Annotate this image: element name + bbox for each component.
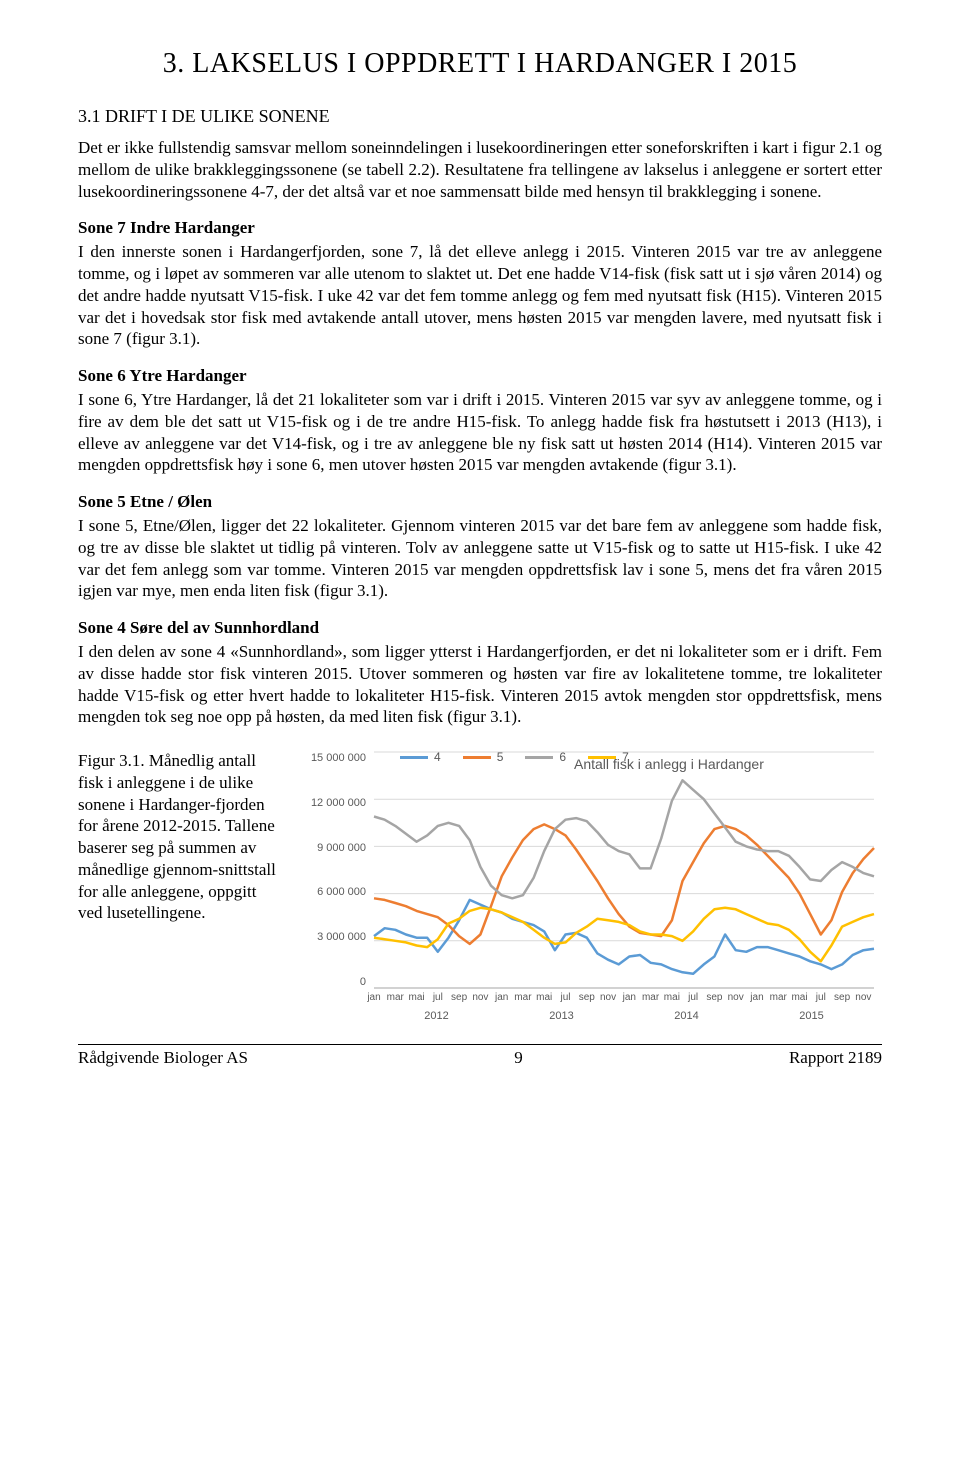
x-month-label: mar	[642, 992, 659, 1003]
sone7-paragraph: I den innerste sonen i Hardangerfjorden,…	[78, 241, 882, 350]
x-month-label: nov	[472, 992, 488, 1003]
sone4-heading: Sone 4 Søre del av Sunnhordland	[78, 618, 882, 638]
x-month-label: jan	[367, 992, 380, 1003]
footer-right: Rapport 2189	[789, 1048, 882, 1068]
chart-series-s4	[374, 900, 874, 974]
x-month-label: mar	[387, 992, 404, 1003]
sone5-heading: Sone 5 Etne / Ølen	[78, 492, 882, 512]
x-month-label: mai	[791, 992, 807, 1003]
x-month-label: jul	[816, 992, 826, 1003]
x-month-label: mar	[514, 992, 531, 1003]
x-month-label: mai	[536, 992, 552, 1003]
chart-series-s5	[374, 824, 874, 944]
x-month-label: mar	[770, 992, 787, 1003]
page-title: 3. LAKSELUS I OPPDRETT I HARDANGER I 201…	[78, 48, 882, 80]
x-month-label: nov	[728, 992, 744, 1003]
x-year-label: 2015	[799, 1010, 823, 1022]
figure-caption: Figur 3.1. Månedlig antall fisk i anlegg…	[78, 744, 276, 924]
sone6-heading: Sone 6 Ytre Hardanger	[78, 366, 882, 386]
sone6-paragraph: I sone 6, Ytre Hardanger, lå det 21 loka…	[78, 389, 882, 476]
x-month-label: nov	[600, 992, 616, 1003]
x-month-label: mai	[664, 992, 680, 1003]
footer-page-number: 9	[514, 1048, 523, 1068]
x-month-label: jan	[750, 992, 763, 1003]
footer-left: Rådgivende Biologer AS	[78, 1048, 248, 1068]
chart-container: 4567 Antall fisk i anlegg i Hardanger 15…	[294, 744, 882, 1032]
x-month-label: mai	[408, 992, 424, 1003]
intro-paragraph: Det er ikke fullstendig samsvar mellom s…	[78, 137, 882, 202]
x-month-label: sep	[834, 992, 850, 1003]
page-footer: Rådgivende Biologer AS 9 Rapport 2189	[78, 1044, 882, 1068]
sone5-paragraph: I sone 5, Etne/Ølen, ligger det 22 lokal…	[78, 515, 882, 602]
x-month-label: jul	[560, 992, 570, 1003]
x-month-label: jan	[623, 992, 636, 1003]
figure-3-1-row: Figur 3.1. Månedlig antall fisk i anlegg…	[78, 744, 882, 1032]
x-year-label: 2012	[424, 1010, 448, 1022]
sone4-paragraph: I den delen av sone 4 «Sunnhordland», so…	[78, 641, 882, 728]
sone7-heading: Sone 7 Indre Hardanger	[78, 218, 882, 238]
chart-plot-area	[294, 744, 880, 1032]
x-month-label: jan	[495, 992, 508, 1003]
x-year-label: 2013	[549, 1010, 573, 1022]
x-month-label: jul	[688, 992, 698, 1003]
x-month-label: nov	[855, 992, 871, 1003]
x-month-label: sep	[451, 992, 467, 1003]
section-heading: 3.1 DRIFT I DE ULIKE SONENE	[78, 106, 882, 127]
x-month-label: sep	[579, 992, 595, 1003]
x-month-label: jul	[433, 992, 443, 1003]
chart-series-s6	[374, 780, 874, 898]
x-year-label: 2014	[674, 1010, 698, 1022]
x-month-label: sep	[706, 992, 722, 1003]
